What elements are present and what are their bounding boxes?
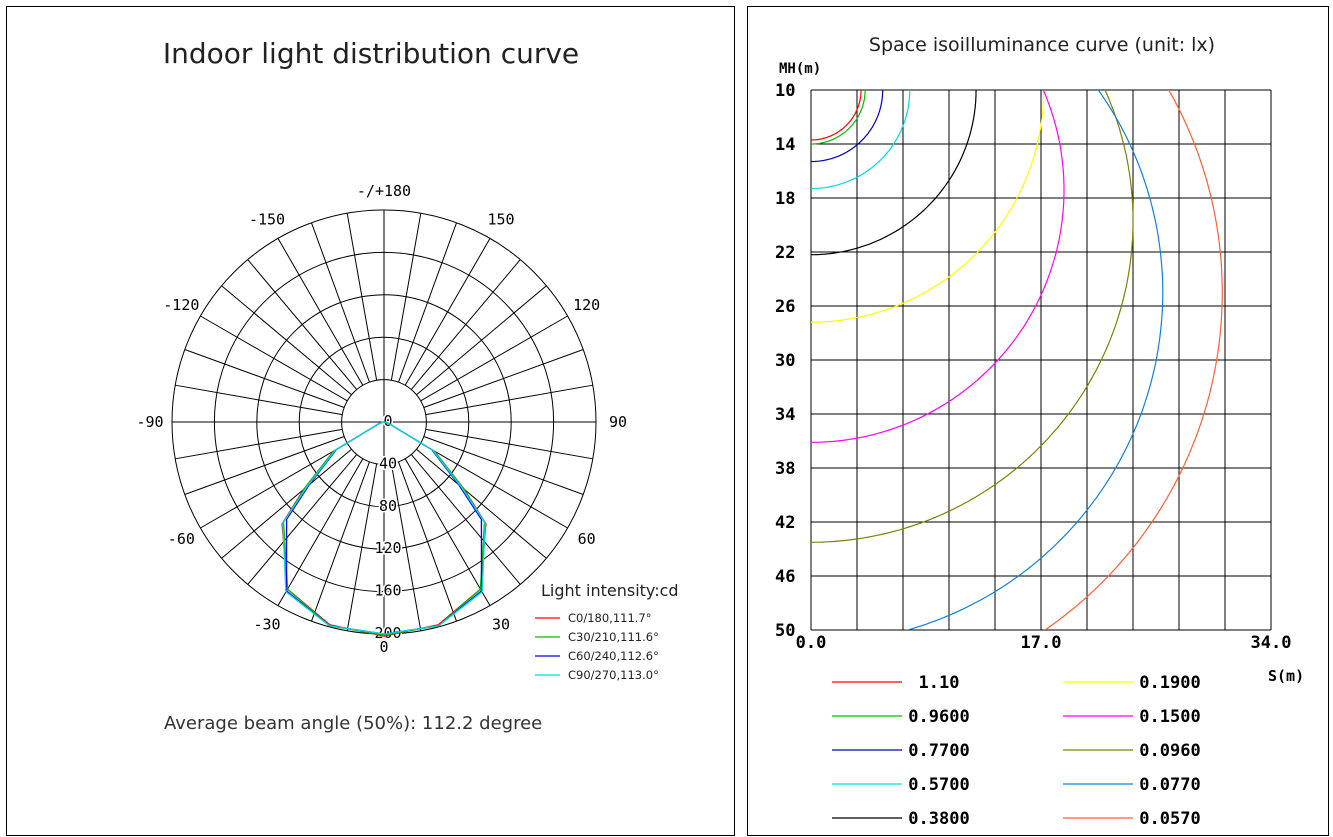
iso-y-tick-label: 46 [775,567,795,587]
polar-angle-label: 0 [379,638,388,656]
iso-y-tick-label: 18 [775,189,795,209]
polar-angle-label: 120 [573,296,600,314]
light-distribution-panel: Indoor light distribution curve -/+180 -15… [6,6,735,836]
iso-curve [811,90,911,190]
legend-label: C90/270,113.0° [568,668,659,682]
polar-grid-spoke [404,458,491,606]
polar-radial-label: 80 [379,497,397,515]
beam-angle-note: Average beam angle (50%): 112.2 degree [164,713,542,734]
polar-grid-spoke [200,315,348,402]
iso-x-tick-label: 0.0 [796,633,827,653]
iso-curve [905,90,1164,630]
polar-grid-spoke [390,213,422,381]
polar-grid-spoke [221,448,352,559]
polar-grid-spoke [221,285,352,396]
polar-angle-label: 150 [487,210,514,228]
iso-y-tick-label: 38 [775,459,795,479]
polar-angle-label: 90 [609,413,627,431]
polar-grid-spoke [420,315,568,402]
iso-y-tick-label: 22 [775,243,795,263]
polar-angle-label: -90 [136,413,163,431]
iso-legend-label: 0.0570 [1139,809,1200,829]
polar-angle-label: -150 [249,210,285,228]
polar-radial-label: 160 [374,582,401,600]
polar-angle-label: -/+180 [357,182,411,200]
iso-legend-label: 1.10 [919,673,960,693]
iso-legend-label: 0.3800 [908,809,969,829]
polar-series-curve [282,421,486,636]
polar-grid-spoke [277,238,364,386]
polar-grid-spoke [416,285,547,396]
polar-grid-spoke [410,259,521,390]
polar-grid-spoke [200,442,348,529]
iso-y-tick-label: 14 [775,135,795,155]
polar-series-curve [282,421,486,635]
iso-curve [811,90,1134,543]
iso-legend-label: 0.0960 [1139,741,1200,761]
polar-grid-spoke [425,428,593,460]
iso-y-tick-label: 26 [775,297,795,317]
iso-legend-label: 0.9600 [908,707,969,727]
iso-legend-label: 0.5700 [908,775,969,795]
polar-grid-spoke [311,222,370,383]
polar-grid-spoke [247,259,358,390]
polar-angle-label: -60 [168,530,195,548]
iso-x-tick-label: 17.0 [1021,633,1062,653]
iso-y-tick-label: 50 [775,621,795,641]
iso-y-tick-label: 30 [775,351,795,371]
iso-curve [1043,90,1223,630]
polar-radial-label: 120 [374,539,401,557]
iso-curve [811,90,884,163]
polar-chart-title: Indoor light distribution curve [163,37,579,70]
polar-radial-label: 40 [379,454,397,472]
iso-curve [811,90,977,256]
polar-grid-spoke [311,461,370,622]
polar-grid-spoke [184,436,345,495]
iso-curve [811,90,1065,443]
polar-grid-spoke [425,384,593,416]
polar-angle-label: -120 [163,296,199,314]
iso-y-tick-label: 42 [775,513,795,533]
polar-radial-label: 0 [383,412,392,430]
iso-y-axis-label: MH(m) [779,61,821,77]
iso-legend-label: 0.0770 [1139,775,1200,795]
legend-label: C60/240,112.6° [568,649,659,663]
iso-chart-title: Space isoilluminance curve (unit: lx) [869,34,1215,56]
polar-grid-spoke [420,442,568,529]
legend-label: C30/210,111.6° [568,630,659,644]
isoilluminance-chart: Space isoilluminance curve (unit: lx) MH(… [775,34,1304,829]
legend-title: Light intensity:cd [541,581,679,600]
polar-angle-label: 60 [578,530,596,548]
iso-legend-label: 0.1500 [1139,707,1200,727]
polar-grid-spoke [175,384,343,416]
polar-angle-label: 30 [492,616,510,634]
polar-grid-spoke [346,463,378,631]
iso-legend-label: 0.7700 [908,741,969,761]
polar-grid-spoke [423,349,584,408]
iso-legend-label: 0.1900 [1139,673,1200,693]
iso-curve [811,90,866,145]
polar-grid-spoke [346,213,378,381]
iso-curve [811,90,1045,323]
iso-curve [811,90,862,141]
polar-grid-spoke [175,428,343,460]
polar-grid-spoke [416,448,547,559]
polar-grid-spoke [247,454,358,585]
polar-chart: Indoor light distribution curve -/+180 -15… [136,37,679,734]
polar-grid-spoke [398,461,457,622]
iso-x-axis-label: S(m) [1268,667,1304,685]
polar-grid-spoke [184,349,345,408]
iso-x-tick-label: 34.0 [1251,633,1292,653]
iso-y-tick-label: 34 [775,405,795,425]
polar-angle-label: -30 [253,616,280,634]
iso-y-tick-label: 10 [775,81,795,101]
polar-grid-spoke [398,222,457,383]
polar-grid-spoke [404,238,491,386]
polar-grid-spoke [390,463,422,631]
polar-grid-spoke [423,436,584,495]
isoilluminance-panel: Space isoilluminance curve (unit: lx) MH(… [747,6,1329,836]
polar-grid-spoke [277,458,364,606]
polar-grid-spoke [410,454,521,585]
legend-label: C0/180,111.7° [568,611,652,625]
